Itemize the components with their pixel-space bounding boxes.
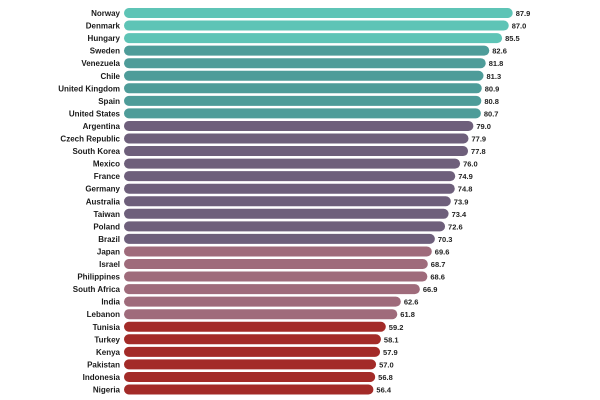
bar <box>124 33 503 44</box>
value-label: 66.9 <box>423 285 438 294</box>
category-label: Indonesia <box>83 373 121 382</box>
bar <box>124 233 435 244</box>
category-label: Mexico <box>93 160 120 169</box>
bar <box>124 108 481 119</box>
bar <box>124 321 386 332</box>
bar <box>124 8 513 18</box>
value-label: 70.3 <box>438 235 453 244</box>
category-label: Philippines <box>77 273 120 282</box>
bar <box>124 371 376 382</box>
bar <box>124 158 461 169</box>
category-label: Germany <box>85 185 120 194</box>
value-label: 68.6 <box>430 273 445 282</box>
bar <box>124 384 374 395</box>
value-label: 74.9 <box>458 172 473 181</box>
value-label: 73.9 <box>454 197 469 206</box>
value-label: 87.0 <box>512 22 527 31</box>
category-label: Australia <box>86 197 121 206</box>
value-label: 72.6 <box>448 222 463 231</box>
bar <box>124 58 486 69</box>
bar <box>124 171 456 182</box>
bar <box>124 183 455 194</box>
value-label: 80.9 <box>485 84 500 93</box>
category-label: India <box>101 298 120 307</box>
category-label: South Africa <box>73 285 121 294</box>
category-label: Tunisia <box>93 323 121 332</box>
value-label: 80.7 <box>484 109 499 118</box>
bar <box>124 70 484 81</box>
bar <box>124 271 428 282</box>
category-label: Poland <box>93 222 120 231</box>
value-label: 62.6 <box>404 298 419 307</box>
bar <box>124 208 449 219</box>
value-label: 69.6 <box>435 247 450 256</box>
value-label: 56.8 <box>378 373 393 382</box>
bar <box>124 334 381 345</box>
category-label: Lebanon <box>87 310 120 319</box>
bar <box>124 146 469 157</box>
bar <box>124 346 381 357</box>
value-label: 85.5 <box>505 34 520 43</box>
category-label: Taiwan <box>93 210 120 219</box>
category-label: Sweden <box>90 47 120 56</box>
value-label: 73.4 <box>452 210 467 219</box>
bar <box>124 83 482 94</box>
category-label: Hungary <box>88 34 121 43</box>
value-label: 56.4 <box>376 386 391 395</box>
bar <box>124 120 474 131</box>
category-label: United States <box>69 109 121 118</box>
category-label: Israel <box>99 260 120 269</box>
bar <box>124 296 401 307</box>
bar <box>124 309 398 320</box>
category-label: United Kingdom <box>58 84 120 93</box>
bar <box>124 20 509 31</box>
value-label: 61.8 <box>400 310 415 319</box>
category-label: Pakistan <box>87 360 120 369</box>
category-label: Japan <box>97 247 120 256</box>
bar <box>124 133 469 144</box>
bar <box>124 45 490 56</box>
bar <box>124 95 482 106</box>
value-label: 81.8 <box>489 59 504 68</box>
category-label: Kenya <box>96 348 121 357</box>
category-label: South Korea <box>72 147 120 156</box>
category-label: Nigeria <box>93 386 121 395</box>
value-label: 82.6 <box>492 47 507 56</box>
category-label: Czech Republic <box>60 135 120 144</box>
bar <box>124 196 451 207</box>
category-label: Venezuela <box>81 59 120 68</box>
value-label: 79.0 <box>476 122 491 131</box>
value-label: 68.7 <box>431 260 446 269</box>
bar <box>124 284 420 295</box>
category-label: Norway <box>91 9 120 18</box>
value-label: 57.9 <box>383 348 398 357</box>
value-label: 80.8 <box>484 97 499 106</box>
category-label: Denmark <box>86 22 121 31</box>
bar <box>124 259 428 269</box>
bar <box>124 359 377 370</box>
value-label: 57.0 <box>379 360 394 369</box>
category-label: Chile <box>100 72 120 81</box>
value-label: 74.8 <box>458 185 473 194</box>
value-label: 77.8 <box>471 147 486 156</box>
value-label: 59.2 <box>389 323 404 332</box>
value-label: 76.0 <box>463 160 478 169</box>
bar <box>124 246 432 257</box>
value-label: 77.9 <box>471 135 486 144</box>
category-label: France <box>94 172 121 181</box>
category-label: Spain <box>98 97 120 106</box>
value-label: 87.9 <box>516 9 531 18</box>
bar <box>124 221 446 232</box>
category-label: Argentina <box>83 122 121 131</box>
value-label: 81.3 <box>487 72 502 81</box>
value-label: 58.1 <box>384 335 399 344</box>
category-label: Brazil <box>98 235 120 244</box>
category-label: Turkey <box>94 335 120 344</box>
